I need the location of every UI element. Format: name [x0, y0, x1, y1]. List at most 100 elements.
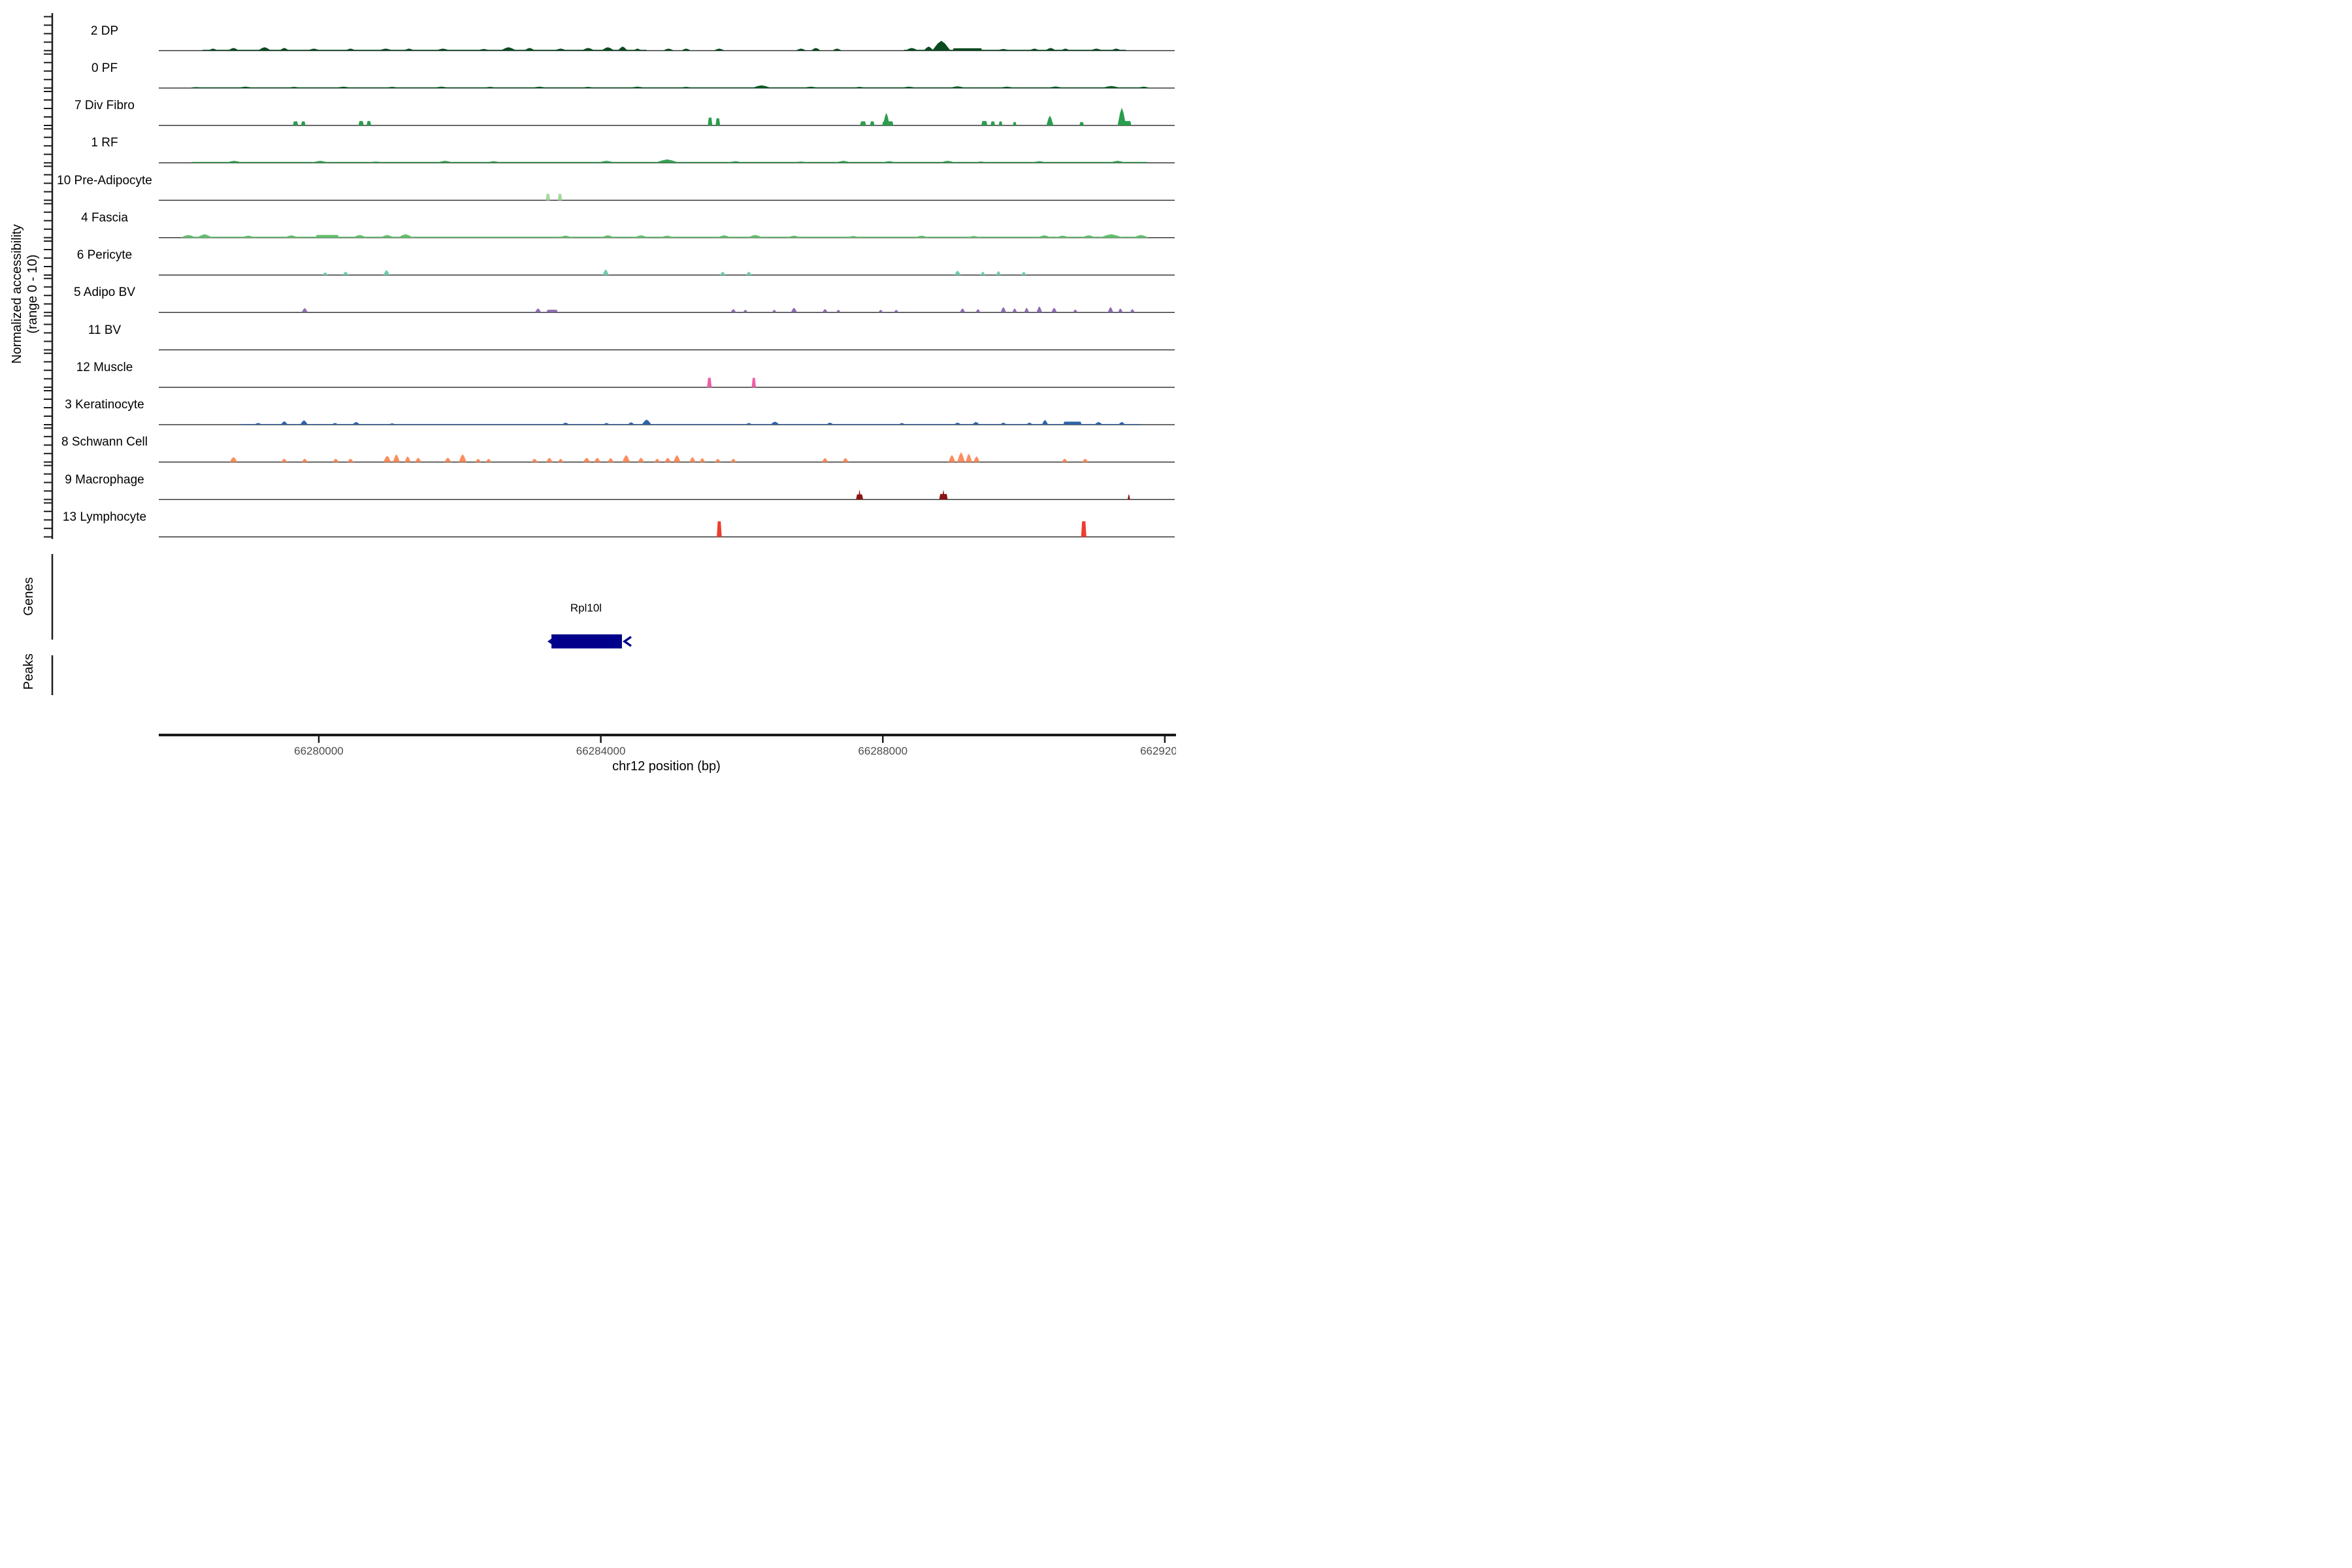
y-axis-minor-tick	[44, 154, 52, 155]
signal-peak-4-fascia	[1081, 235, 1096, 238]
y-axis-minor-tick	[44, 352, 52, 354]
signal-peak-4-fascia	[787, 235, 802, 238]
signal-peak-0-pf	[751, 85, 772, 88]
signal-peak-2-dp	[795, 48, 807, 51]
signal-peak-6-pericyte	[342, 271, 349, 275]
signal-peak-8-schwann-cell	[664, 457, 671, 463]
signal-peak-8-schwann-cell	[654, 459, 661, 463]
y-axis-minor-tick	[44, 211, 52, 213]
signal-peak-3-keratinocyte	[953, 422, 962, 425]
y-axis-minor-tick	[44, 427, 52, 429]
signal-peak-4-fascia	[717, 235, 732, 238]
signal-peak-2-dp	[617, 46, 628, 51]
signal-peak-5-adipo-bv	[836, 310, 841, 313]
signal-peak-2-dp	[500, 47, 517, 51]
y-axis-minor-tick	[44, 295, 52, 297]
signal-peak-5-adipo-bv	[791, 307, 798, 313]
signal-peak-0-pf	[285, 86, 303, 88]
signal-peak-5-adipo-bv	[534, 308, 542, 313]
y-axis-minor-tick	[44, 33, 52, 35]
y-axis-minor-tick	[44, 240, 52, 242]
signal-peak-8-schwann-cell	[415, 457, 421, 463]
x-axis-tick	[318, 736, 320, 743]
signal-peak-10-pre-adipocyte	[557, 193, 563, 201]
track-baseline-6-pericyte	[159, 274, 1175, 276]
y-axis-minor-tick	[44, 257, 52, 259]
signal-peak-3-keratinocyte	[253, 423, 263, 425]
signal-peak-8-schwann-cell	[485, 459, 492, 463]
track-baseline-5-adipo-bv	[159, 312, 1175, 313]
signal-peak-0-pf	[531, 86, 549, 88]
x-tick-label: 66284000	[576, 745, 626, 757]
signal-peak-5-adipo-bv	[1073, 309, 1078, 313]
signal-peak-2-dp	[435, 48, 451, 51]
signal-peak-3-keratinocyte	[280, 421, 288, 425]
signal-peak-2-dp	[713, 48, 725, 51]
y-axis-minor-tick	[44, 16, 52, 18]
signal-peak-7-div-fibro	[1117, 107, 1126, 125]
signal-peak-2-dp	[581, 48, 595, 51]
y-axis-minor-tick	[44, 116, 52, 118]
signal-peak-8-schwann-cell	[957, 452, 965, 463]
y-axis-minor-tick	[44, 50, 52, 52]
y-axis-minor-tick	[44, 303, 52, 305]
signal-peak-1-rf	[939, 161, 956, 163]
signal-peak-0-pf	[900, 86, 918, 88]
signal-peak-2-dp	[1060, 48, 1071, 51]
signal-peak-3-keratinocyte	[770, 421, 780, 425]
signal-peak-6-pericyte	[1021, 271, 1026, 275]
y-axis-minor-tick	[44, 191, 52, 193]
y-axis-minor-tick	[44, 378, 52, 380]
signal-peak-4-fascia	[846, 236, 860, 238]
signal-peak-8-schwann-cell	[622, 455, 630, 463]
signal-peak-2-dp	[307, 48, 321, 51]
y-axis-minor-tick	[44, 128, 52, 130]
signal-peak-3-keratinocyte	[898, 423, 906, 425]
plot-canvas	[44, 13, 1176, 743]
signal-peak-0-pf	[851, 86, 869, 88]
y-axis-minor-tick	[44, 278, 52, 280]
signal-peak-8-schwann-cell	[1061, 459, 1068, 463]
y-axis-minor-tick	[44, 407, 52, 408]
signal-peak-8-schwann-cell	[966, 453, 972, 463]
signal-peak-2-dp	[378, 48, 393, 51]
y-axis-minor-tick	[44, 315, 52, 317]
signal-peak-4-fascia	[1133, 235, 1149, 238]
signal-peak-8-schwann-cell	[638, 457, 644, 463]
y-axis-minor-tick	[44, 453, 52, 455]
y-axis-minor-tick	[44, 399, 52, 400]
track-label-10-pre-adipocyte: 10 Pre-Adipocyte	[57, 173, 152, 188]
signal-peak-5-adipo-bv	[1024, 307, 1030, 313]
y-axis-minor-tick	[44, 361, 52, 363]
signal-peak-4-fascia	[914, 235, 929, 238]
signal-peak-2-dp	[553, 48, 568, 51]
x-axis-tick	[600, 736, 602, 743]
signal-peak-6-pericyte	[996, 270, 1001, 275]
signal-peak-2-dp	[227, 48, 240, 51]
y-axis-minor-tick	[44, 312, 52, 314]
y-axis-minor-tick	[44, 174, 52, 176]
signal-peak-7-div-fibro	[990, 121, 996, 125]
signal-peak-8-schwann-cell	[1082, 459, 1088, 463]
y-axis-line	[51, 13, 54, 539]
track-label-13-lymphocyte: 13 Lymphocyte	[62, 510, 147, 524]
y-axis-minor-tick	[44, 482, 52, 483]
signal-peak-1-rf	[881, 161, 898, 163]
signal-peak-3-keratinocyte	[642, 419, 652, 425]
x-axis-tick	[881, 736, 884, 743]
signal-peak-8-schwann-cell	[404, 456, 411, 463]
signal-peak-2-dp	[832, 48, 842, 51]
peaks-bracket-line	[51, 655, 54, 695]
track-label-8-schwann-cell: 8 Schwann Cell	[61, 435, 148, 449]
signal-peak-13-lymphocyte	[1081, 521, 1086, 537]
x-axis-tick	[1164, 736, 1166, 743]
y-axis-minor-tick	[44, 510, 52, 512]
signal-peak-2-dp	[257, 47, 272, 51]
y-axis-minor-tick	[44, 386, 52, 388]
y-axis-minor-tick	[44, 41, 52, 43]
track-label-2-dp: 2 DP	[90, 24, 119, 38]
signal-peak-8-schwann-cell	[393, 454, 400, 463]
y-axis-minor-tick	[44, 465, 52, 466]
signal-peak-4-fascia	[600, 235, 615, 238]
signal-peak-5-adipo-bv	[1012, 308, 1017, 313]
